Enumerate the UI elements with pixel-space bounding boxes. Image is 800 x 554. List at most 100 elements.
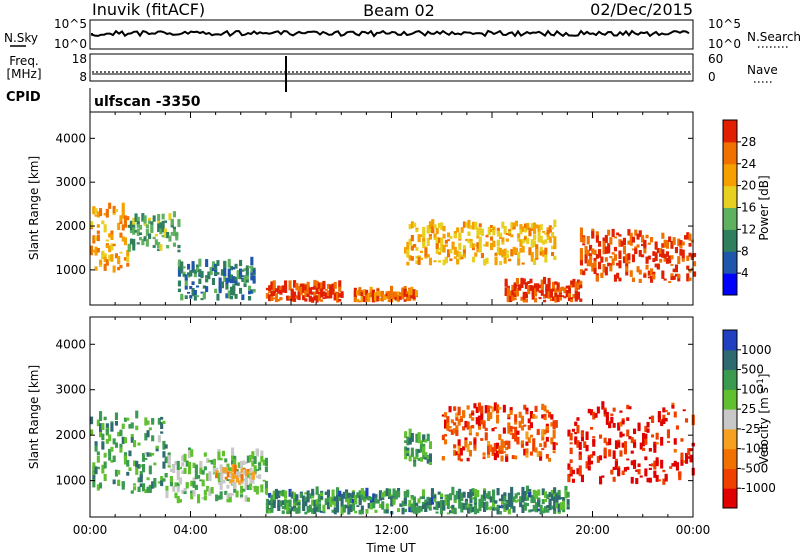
- range-cell: [281, 500, 285, 505]
- range-cell: [523, 502, 527, 509]
- range-cell: [378, 298, 382, 301]
- range-cell: [417, 449, 421, 453]
- range-cell: [226, 463, 230, 471]
- range-cell: [685, 457, 689, 464]
- range-cell: [511, 284, 515, 290]
- range-cell: [121, 202, 125, 212]
- range-cell: [444, 434, 448, 437]
- range-cell: [315, 287, 319, 294]
- range-cell: [308, 504, 312, 512]
- range-cell: [679, 245, 683, 248]
- range-cell: [539, 451, 543, 457]
- range-cell: [101, 423, 105, 429]
- range-cell: [110, 446, 114, 452]
- range-cell: [664, 473, 668, 476]
- range-cell: [90, 245, 94, 253]
- range-cell: [426, 237, 430, 246]
- range-cell: [250, 266, 254, 273]
- range-cell: [242, 488, 246, 492]
- range-cell: [483, 505, 487, 512]
- range-cell: [536, 450, 540, 457]
- range-cell: [510, 249, 514, 257]
- range-cell: [248, 291, 252, 295]
- range-cell: [422, 231, 426, 238]
- x-tick-label: 16:00: [475, 523, 510, 537]
- range-cell: [529, 434, 533, 438]
- range-cell: [628, 436, 632, 440]
- range-cell: [152, 215, 156, 222]
- range-cell: [453, 444, 457, 448]
- range-cell: [358, 509, 362, 515]
- range-cell: [566, 491, 570, 498]
- range-cell: [222, 467, 226, 472]
- range-cell: [510, 222, 514, 231]
- range-cell: [170, 231, 174, 236]
- range-cell: [408, 455, 412, 462]
- range-cell: [603, 447, 607, 457]
- range-cell: [265, 287, 269, 291]
- range-cell: [219, 464, 223, 470]
- range-cell: [433, 237, 437, 240]
- range-cell: [174, 482, 178, 487]
- range-cell: [185, 482, 189, 489]
- range-cell: [567, 285, 571, 291]
- range-cell: [247, 471, 251, 475]
- range-cell: [176, 471, 180, 481]
- nsearch-label: N.Search: [747, 30, 800, 44]
- range-cell: [315, 295, 319, 303]
- range-cell: [638, 250, 642, 257]
- colorbar-tick-label: 28: [741, 135, 756, 149]
- range-cell: [162, 451, 166, 458]
- range-cell: [376, 290, 380, 296]
- range-cell: [641, 235, 645, 243]
- range-cell: [293, 506, 297, 509]
- range-cell: [390, 285, 394, 295]
- range-cell: [378, 491, 382, 498]
- range-cell: [135, 460, 139, 468]
- range-cell: [132, 221, 136, 230]
- range-cell: [277, 285, 281, 293]
- range-cell: [617, 422, 621, 431]
- range-cell: [574, 421, 578, 424]
- range-cell: [598, 249, 602, 258]
- range-cell: [172, 486, 176, 492]
- range-cell: [428, 221, 432, 229]
- range-cell: [421, 489, 425, 498]
- range-cell: [598, 241, 602, 247]
- range-cell: [494, 256, 498, 266]
- range-cell: [634, 248, 638, 255]
- range-cell: [103, 212, 107, 216]
- range-cell: [457, 406, 461, 416]
- range-cell: [176, 466, 180, 474]
- range-cell: [320, 288, 324, 291]
- range-cell: [136, 223, 140, 228]
- range-cell: [383, 294, 387, 299]
- range-cell: [453, 406, 457, 411]
- range-cell: [374, 497, 378, 502]
- range-cell: [503, 492, 507, 496]
- range-cell: [612, 450, 616, 459]
- range-cell: [313, 285, 317, 290]
- range-cell: [260, 485, 264, 493]
- xaxis-label: Time UT: [365, 541, 416, 554]
- range-cell: [523, 404, 527, 410]
- range-cell: [634, 246, 638, 249]
- range-cell: [648, 448, 652, 452]
- range-cell: [302, 295, 306, 299]
- range-cell: [469, 505, 473, 513]
- range-cell: [592, 436, 596, 439]
- range-cell: [576, 291, 580, 300]
- range-cell: [281, 505, 285, 509]
- range-cell: [105, 239, 109, 242]
- range-cell: [643, 247, 647, 254]
- range-cell: [142, 464, 146, 473]
- range-cell: [582, 236, 586, 243]
- range-cell: [132, 238, 136, 246]
- range-cell: [260, 457, 264, 463]
- range-cell: [647, 276, 651, 279]
- range-cell: [557, 495, 561, 500]
- range-cell: [324, 289, 328, 291]
- range-cell: [180, 261, 184, 269]
- range-cell: [408, 438, 412, 445]
- range-cell: [336, 292, 340, 301]
